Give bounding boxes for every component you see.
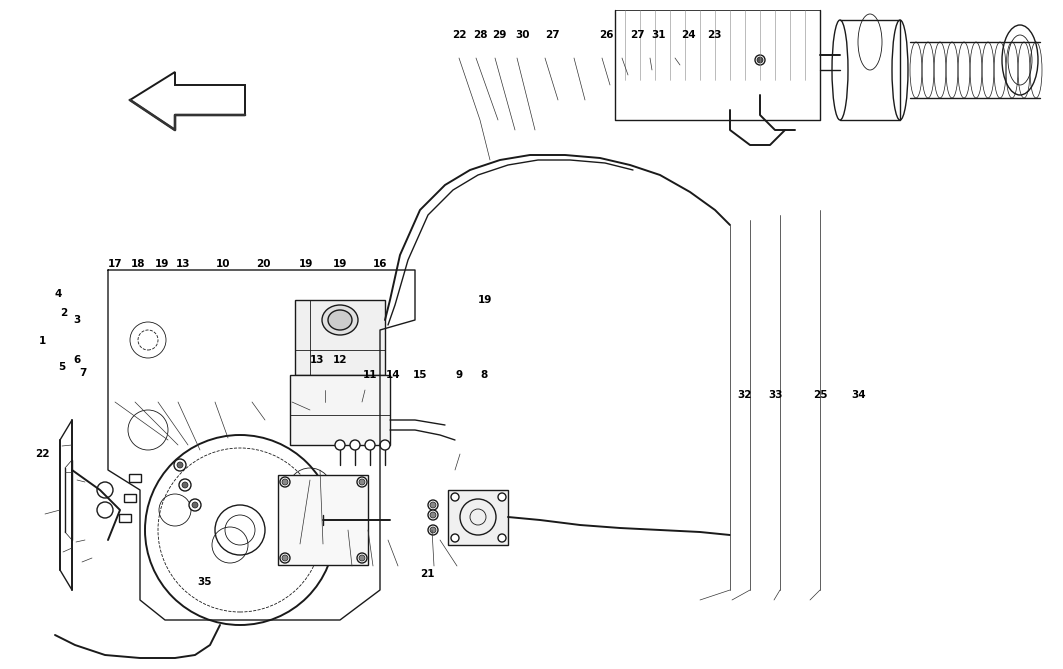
Text: 33: 33 — [769, 390, 783, 399]
Circle shape — [497, 493, 506, 501]
Circle shape — [282, 479, 288, 485]
Bar — [119, 514, 131, 522]
Text: 1: 1 — [39, 337, 46, 346]
Polygon shape — [130, 72, 244, 130]
Circle shape — [335, 440, 345, 450]
Circle shape — [497, 534, 506, 542]
Ellipse shape — [322, 305, 358, 335]
Text: 14: 14 — [386, 370, 401, 379]
Text: 7: 7 — [80, 369, 86, 378]
Text: 26: 26 — [598, 30, 613, 39]
Text: 13: 13 — [309, 355, 324, 365]
Circle shape — [755, 55, 765, 65]
Text: 17: 17 — [107, 260, 122, 269]
Text: 25: 25 — [813, 390, 828, 399]
Bar — [279, 475, 368, 565]
Text: 22: 22 — [452, 30, 467, 39]
Text: 6: 6 — [73, 355, 80, 365]
Text: 24: 24 — [681, 30, 696, 39]
Circle shape — [379, 440, 390, 450]
Circle shape — [178, 462, 183, 468]
Circle shape — [451, 493, 459, 501]
Text: 11: 11 — [362, 370, 377, 379]
Text: 5: 5 — [58, 362, 65, 371]
Circle shape — [280, 477, 290, 487]
Bar — [290, 375, 390, 445]
Bar — [296, 300, 385, 375]
Circle shape — [365, 440, 375, 450]
Text: 23: 23 — [707, 30, 722, 39]
Circle shape — [357, 477, 367, 487]
Circle shape — [350, 440, 360, 450]
Circle shape — [97, 482, 113, 498]
Text: 12: 12 — [333, 355, 348, 365]
Text: 10: 10 — [216, 260, 231, 269]
Bar — [124, 494, 136, 502]
Circle shape — [431, 527, 436, 533]
Circle shape — [359, 479, 365, 485]
Text: 15: 15 — [412, 370, 427, 379]
Text: 2: 2 — [61, 308, 67, 318]
Circle shape — [174, 459, 186, 471]
Circle shape — [359, 555, 365, 561]
Text: 27: 27 — [630, 30, 645, 39]
Bar — [129, 474, 141, 482]
Circle shape — [282, 555, 288, 561]
Text: 27: 27 — [545, 30, 560, 39]
Circle shape — [428, 500, 438, 510]
Ellipse shape — [328, 310, 352, 330]
Circle shape — [451, 534, 459, 542]
Text: 8: 8 — [480, 370, 487, 379]
Text: 19: 19 — [154, 260, 169, 269]
Circle shape — [428, 525, 438, 535]
Text: 4: 4 — [55, 290, 62, 299]
Circle shape — [280, 553, 290, 563]
Text: 16: 16 — [373, 260, 388, 269]
Text: 35: 35 — [197, 577, 212, 587]
Bar — [448, 490, 508, 545]
Circle shape — [357, 553, 367, 563]
Text: 9: 9 — [456, 370, 462, 379]
Text: 34: 34 — [851, 390, 866, 399]
Text: 20: 20 — [256, 260, 271, 269]
Text: 30: 30 — [516, 30, 530, 39]
Text: 28: 28 — [473, 30, 488, 39]
Text: 22: 22 — [35, 449, 50, 458]
Circle shape — [182, 482, 188, 488]
Text: 31: 31 — [652, 30, 667, 39]
Circle shape — [97, 502, 113, 518]
Circle shape — [179, 479, 191, 491]
Text: 21: 21 — [420, 569, 435, 579]
Circle shape — [428, 510, 438, 520]
Circle shape — [431, 512, 436, 518]
Text: 13: 13 — [175, 260, 190, 269]
Circle shape — [189, 499, 201, 511]
Text: 19: 19 — [333, 260, 348, 269]
Circle shape — [431, 502, 436, 508]
Circle shape — [192, 502, 198, 508]
Text: 29: 29 — [492, 30, 507, 39]
Circle shape — [757, 57, 763, 63]
Text: 19: 19 — [477, 295, 492, 304]
Text: 3: 3 — [73, 315, 80, 324]
Text: 18: 18 — [131, 260, 146, 269]
Text: 32: 32 — [737, 390, 752, 399]
Text: 19: 19 — [299, 260, 314, 269]
